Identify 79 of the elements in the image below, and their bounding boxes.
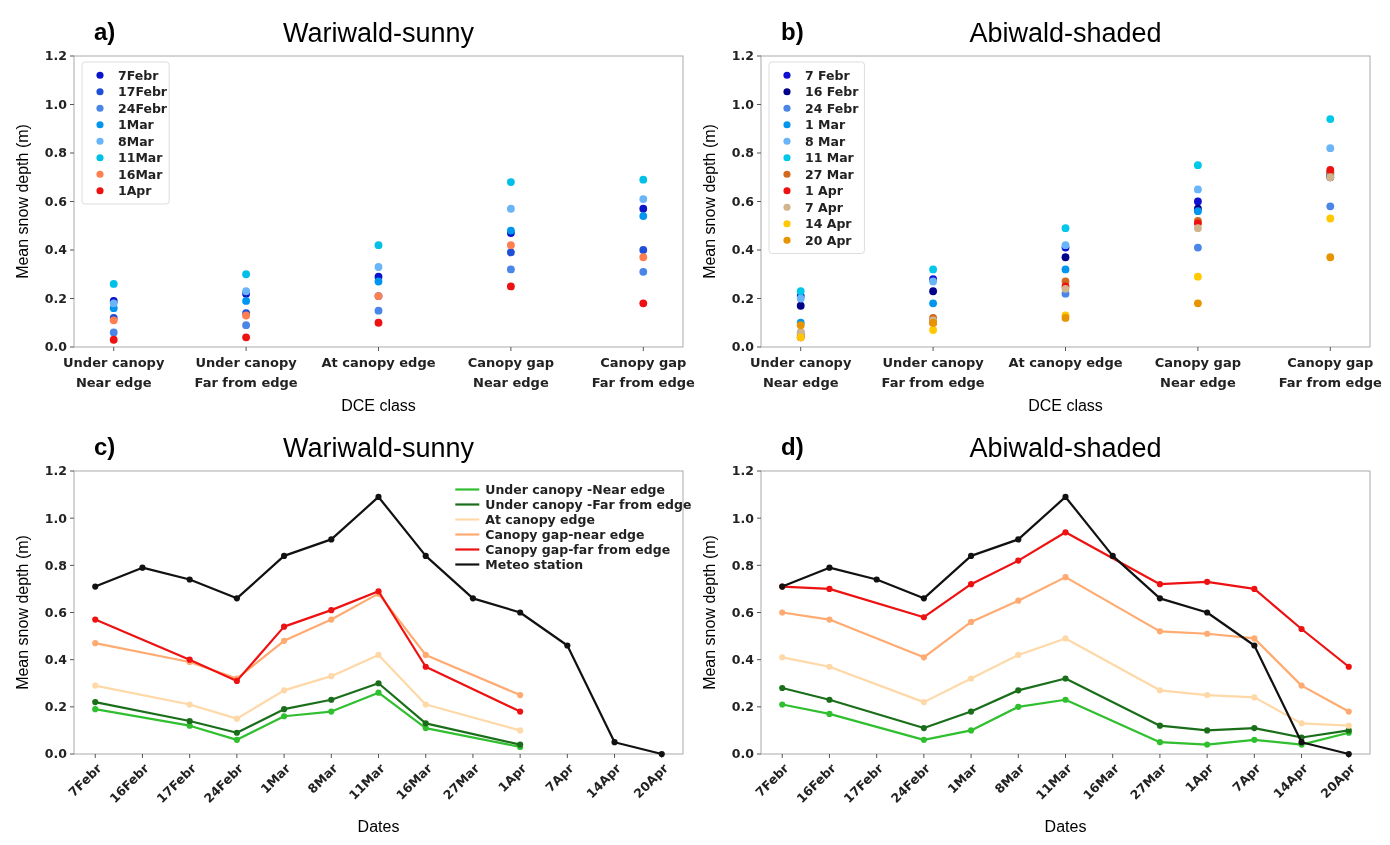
- y-tick-label: 0.8: [44, 145, 67, 161]
- y-tick-label: 0.2: [44, 699, 67, 715]
- legend-label: 1 Mar: [805, 117, 846, 133]
- y-axis-title: Mean snow depth (m): [14, 124, 31, 279]
- legend-label: 14 Apr: [805, 216, 853, 232]
- legend-label: 8 Mar: [805, 133, 846, 149]
- y-tick-label: 0.8: [731, 145, 754, 161]
- x-tick-label: Under canopy Far from edge: [881, 355, 985, 390]
- y-tick-label: 1.2: [44, 48, 67, 64]
- y-tick-label: 0.0: [44, 746, 68, 762]
- y-tick-label: 0.2: [44, 290, 67, 306]
- legend-label: 1Apr: [118, 183, 153, 199]
- y-tick-label: 0.4: [44, 242, 68, 258]
- x-axis-title: DCE class: [1028, 397, 1103, 414]
- y-tick-label: 0.0: [44, 339, 68, 355]
- y-tick-label: 0.0: [731, 746, 755, 762]
- x-tick-label: Under canopy Near edge: [63, 355, 165, 390]
- x-tick-label: Canopy gap Near edge: [1154, 355, 1241, 390]
- x-axis-title: Dates: [1044, 818, 1087, 835]
- legend-label: 24 Febr: [805, 100, 860, 116]
- y-tick-label: 0.0: [731, 339, 755, 355]
- legend-label: 27 Mar: [805, 166, 855, 182]
- legend-label: 1 Apr: [805, 183, 844, 199]
- chart-title: Wariwald-sunny: [282, 18, 475, 48]
- legend-label: Canopy gap-far from edge: [485, 541, 671, 557]
- x-tick-label: Canopy gap Near edge: [467, 355, 554, 390]
- chart-title: Abiwald-shaded: [969, 18, 1162, 48]
- x-tick-label: Canopy gap Far from edge: [1278, 355, 1383, 390]
- legend-label: 16Mar: [118, 166, 164, 182]
- x-tick-label: At canopy edge: [321, 355, 436, 370]
- y-tick-label: 1.0: [731, 96, 755, 112]
- y-tick-label: 1.0: [44, 96, 68, 112]
- text: b): [781, 18, 804, 45]
- legend-label: 24Febr: [118, 100, 168, 116]
- chart-title: Wariwald-sunny: [282, 433, 475, 463]
- y-tick-label: 1.0: [731, 510, 755, 526]
- y-tick-label: 0.2: [731, 290, 754, 306]
- y-axis-title: Mean snow depth (m): [14, 535, 31, 690]
- y-tick-label: 0.8: [731, 557, 754, 573]
- legend-label: 20 Apr: [805, 232, 853, 248]
- legend-label: 11 Mar: [805, 150, 855, 166]
- x-tick-label: Canopy gap Far from edge: [591, 355, 696, 390]
- y-tick-label: 0.6: [731, 604, 755, 620]
- y-tick-label: 1.2: [44, 463, 67, 479]
- legend-label: Under canopy -Near edge: [485, 481, 665, 497]
- legend-label: 11Mar: [118, 150, 164, 166]
- text: c): [94, 433, 116, 460]
- x-axis-title: Dates: [357, 818, 400, 835]
- legend-label: 17Febr: [118, 84, 168, 100]
- y-tick-label: 0.4: [44, 652, 68, 668]
- text: d): [781, 433, 804, 460]
- text: a): [94, 18, 116, 45]
- legend-label: 8Mar: [118, 133, 155, 149]
- y-tick-label: 0.8: [44, 557, 67, 573]
- y-tick-label: 0.2: [731, 699, 754, 715]
- legend-label: Under canopy -Far from edge: [485, 496, 692, 512]
- x-tick-label: At canopy edge: [1008, 355, 1123, 370]
- legend-label: 7 Apr: [805, 199, 844, 215]
- legend-label: 7Febr: [118, 67, 160, 83]
- y-tick-label: 1.2: [731, 48, 754, 64]
- legend-label: 7 Febr: [805, 67, 851, 83]
- legend-label: 1Mar: [118, 117, 155, 133]
- y-tick-label: 0.4: [731, 652, 755, 668]
- x-tick-label: Under canopy Near edge: [750, 355, 852, 390]
- x-tick-label: Under canopy Far from edge: [194, 355, 298, 390]
- y-tick-label: 0.6: [44, 604, 68, 620]
- y-tick-label: 0.6: [44, 193, 68, 209]
- y-axis-title: Mean snow depth (m): [701, 124, 718, 279]
- legend-label: Meteo station: [485, 556, 584, 572]
- y-tick-label: 0.6: [731, 193, 755, 209]
- chart-title: Abiwald-shaded: [969, 433, 1162, 463]
- legend-label: At canopy edge: [485, 511, 595, 527]
- legend-label: 16 Febr: [805, 84, 860, 100]
- legend-label: Canopy gap-near edge: [485, 526, 645, 542]
- y-tick-label: 1.0: [44, 510, 68, 526]
- y-tick-label: 1.2: [731, 463, 754, 479]
- y-tick-label: 0.4: [731, 242, 755, 258]
- y-axis-title: Mean snow depth (m): [701, 535, 718, 690]
- x-axis-title: DCE class: [341, 397, 416, 414]
